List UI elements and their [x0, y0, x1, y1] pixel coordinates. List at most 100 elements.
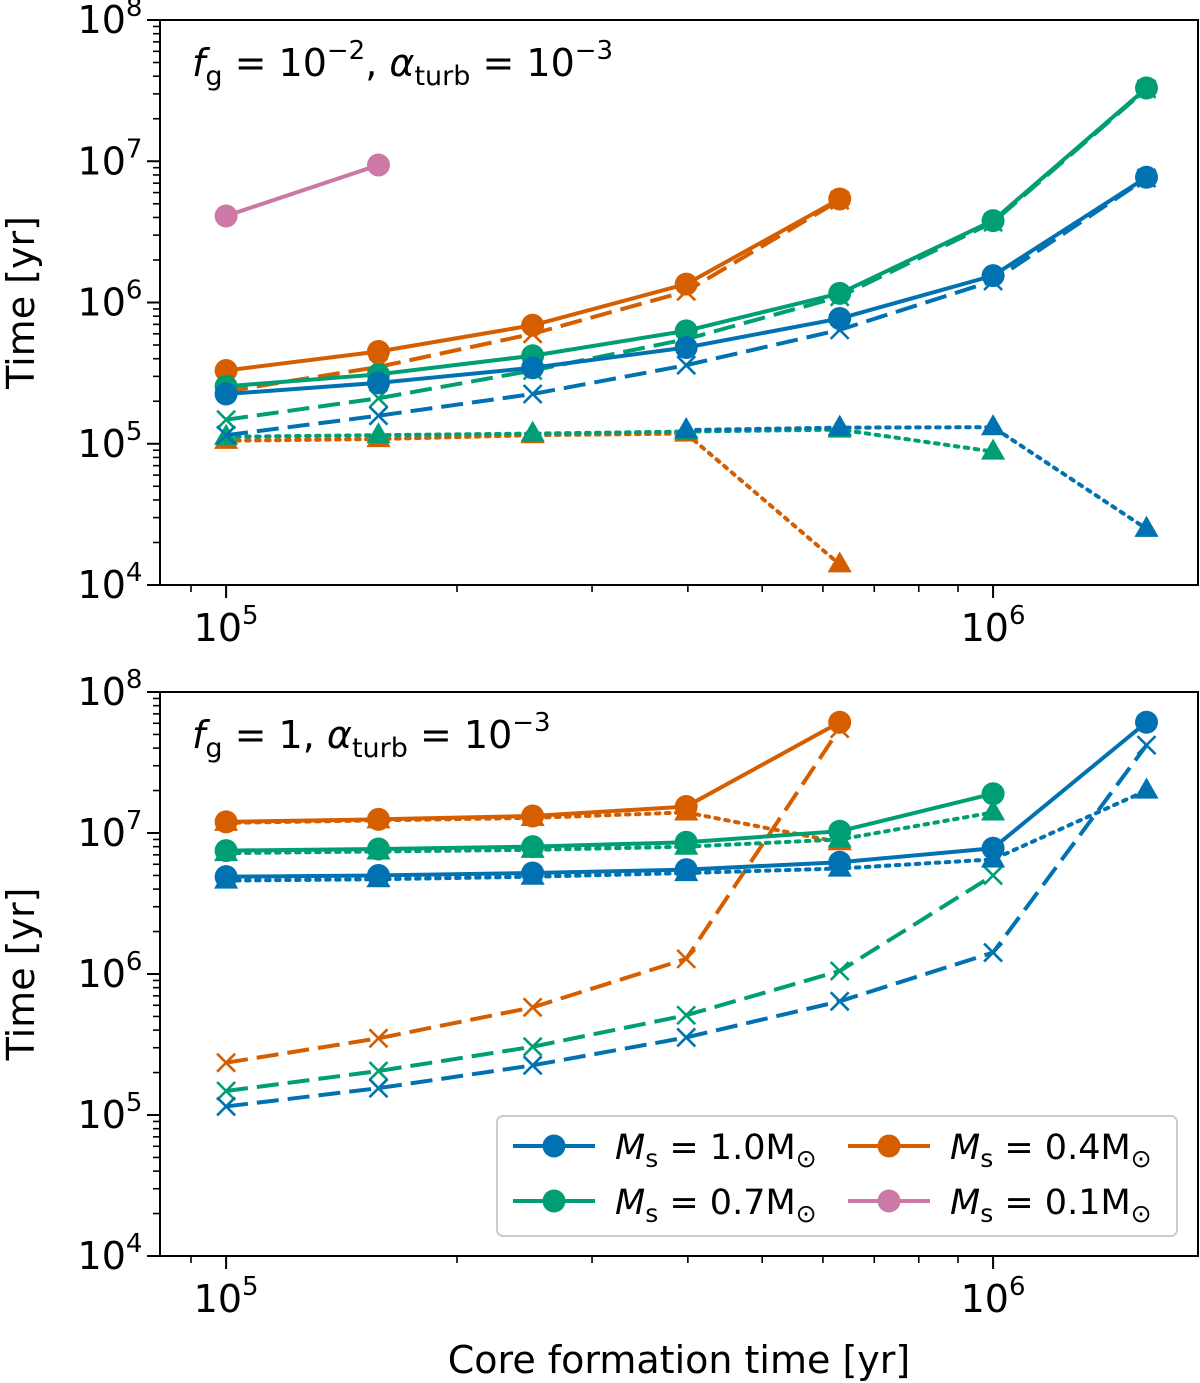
chart0-y-tick-label: 104	[78, 558, 143, 607]
chart0-series-2-point-3	[676, 281, 697, 302]
chart0-y-tick-base: 10	[78, 563, 126, 607]
chart1-series-4-point-1	[368, 1061, 389, 1081]
chart0-ann-f-exp: −2	[327, 36, 365, 66]
chart1-x-tick-exp: 5	[242, 1272, 259, 1302]
chart1-ann-alpha-value: = 10	[408, 713, 512, 757]
chart0-series-0-point-1	[366, 153, 390, 177]
chart1-legend-label-m-3: M	[950, 1183, 980, 1223]
chart1-series-4-line	[225, 873, 995, 1093]
chart1-series-8-point-6	[1135, 710, 1159, 734]
chart0-series-8-point-3	[676, 355, 697, 376]
chart0-series-1-point-1	[366, 339, 390, 363]
chart1-ann-alpha-sub: turb	[352, 733, 408, 764]
chart0-series-3	[214, 420, 852, 573]
chart1-series-5-line	[226, 791, 994, 853]
chart0-series-6-point-1	[366, 422, 391, 444]
chart1-ann-sep: ,	[303, 713, 327, 757]
chart0-series-7	[214, 165, 1159, 406]
chart1-ticks	[153, 697, 959, 1263]
chart1-legend-label-m-2: M	[615, 1183, 645, 1223]
chart1-series-4-point-2	[522, 1036, 543, 1057]
chart0-series-6-line	[224, 427, 996, 454]
chart1-series-8-point-5	[981, 836, 1005, 860]
chart0-y-tick-label: 106	[78, 276, 143, 325]
chart0-y-tick-exp: 4	[126, 558, 143, 588]
chart0-x-tick-label: 106	[961, 601, 1026, 650]
chart1-series-5-point-2	[521, 835, 545, 859]
chart0-series-8-point-2	[522, 384, 543, 404]
chart1-series-4-point-0	[216, 1081, 237, 1101]
chart1-ann-alpha: α	[327, 713, 352, 757]
chart1-series-7-point-4	[829, 991, 850, 1012]
chart1-legend-label-sub-1: s	[980, 1144, 993, 1173]
chart1-legend-label-2: Ms = 0.7M⊙	[615, 1183, 817, 1228]
chart1-legend-entry-1: Ms = 0.4M⊙	[848, 1128, 1152, 1173]
chart1-y-tick-base: 10	[78, 952, 126, 996]
chart1-series-1-line	[225, 727, 842, 1065]
chart1-series-2	[214, 710, 852, 834]
chart1-legend-label-3: Ms = 0.1M⊙	[950, 1183, 1152, 1228]
chart0-x-tick-exp: 6	[1009, 601, 1026, 631]
chart0-series-8-point-6	[1136, 168, 1157, 189]
chart0-series-7-point-3	[674, 336, 698, 360]
chart1-series-7-point-0	[216, 1096, 237, 1117]
chart1-x-tick-base: 10	[961, 1277, 1009, 1321]
chart0-frame	[159, 19, 1199, 586]
chart0-plot-area	[214, 76, 1159, 573]
chart0-y-tick-base: 10	[78, 139, 126, 183]
chart0-ann-alpha-sub: turb	[414, 61, 470, 92]
chart0-series-7-point-0	[214, 382, 238, 406]
chart0-series-5-point-6	[1136, 79, 1157, 99]
chart1-y-tick-base: 10	[78, 1234, 126, 1278]
chart1-legend-label-value-1: = 0.4M	[993, 1128, 1130, 1168]
chart1-series-5-point-4	[828, 819, 852, 843]
chart1-series-4-point-3	[676, 1005, 697, 1026]
chart1-y-tick-exp: 8	[126, 665, 143, 695]
chart0-series-8-point-4	[829, 319, 850, 340]
chart1-y-axis-label: Time [yr]	[0, 888, 43, 1062]
chart1-y-tick-base: 10	[78, 1093, 126, 1137]
chart1-legend-label-m-0: M	[615, 1128, 645, 1168]
chart1-legend-swatch-marker-0	[542, 1134, 566, 1158]
chart1-legend-entry-0: Ms = 1.0M⊙	[513, 1128, 817, 1173]
chart1-series-7-point-6	[1136, 735, 1157, 756]
chart1-legend-label-sub-2: s	[645, 1199, 658, 1228]
chart0-y-tick-label: 105	[78, 417, 143, 466]
chart0-series-5-point-0	[216, 409, 237, 430]
chart0-series-8-line	[225, 176, 1148, 438]
chart0-annotation: fg = 10−2, αturb = 10−3	[192, 36, 613, 92]
chart1-series-5-point-0	[214, 839, 238, 863]
chart1-y-tick-exp: 4	[126, 1229, 143, 1259]
chart0-x-tick-base: 10	[961, 606, 1009, 650]
chart0-series-8-point-0	[216, 425, 237, 446]
chart1-series-5-point-3	[674, 830, 698, 854]
chart0-series-5-point-5	[983, 212, 1003, 233]
chart0-series-9-point-2	[980, 414, 1006, 436]
chart1-series-7	[216, 735, 1157, 1117]
chart0-series-9-point-1	[827, 414, 852, 436]
chart0-y-tick-exp: 5	[126, 417, 143, 447]
chart1-legend-entry-3: Ms = 0.1M⊙	[848, 1183, 1152, 1228]
chart1-legend-label-0: Ms = 1.0M⊙	[615, 1128, 817, 1173]
chart0-ann-sep: ,	[365, 41, 389, 85]
chart1-series-1-point-1	[368, 1028, 389, 1049]
chart1-series-8-point-3	[674, 858, 698, 882]
chart1-legend-entry-2: Ms = 0.7M⊙	[513, 1183, 817, 1228]
chart0-series-0-line	[225, 163, 380, 218]
chart0-series-9	[674, 414, 1159, 537]
chart1-y-tick-label: 108	[78, 665, 143, 714]
chart0-series-9-point-3	[1134, 515, 1159, 537]
chart1-series-8-point-0	[214, 865, 238, 889]
chart1-legend-label-value-0: = 1.0M	[658, 1128, 795, 1168]
chart1-series-7-point-3	[676, 1027, 697, 1048]
chart1-series-3-point-5	[980, 799, 1006, 821]
chart1-series-4	[216, 865, 1003, 1101]
chart0-ann-f-sub: g	[205, 61, 222, 92]
chart0-ann-alpha-value: = 10	[470, 41, 574, 85]
chart1-x-tick-exp: 6	[1009, 1272, 1026, 1302]
chart1-legend-swatch-marker-1	[877, 1134, 901, 1158]
chart0-series-5-point-4	[829, 286, 850, 307]
chart1-series-3	[214, 799, 1006, 862]
chart0-ann-f-value: = 10	[223, 41, 327, 85]
